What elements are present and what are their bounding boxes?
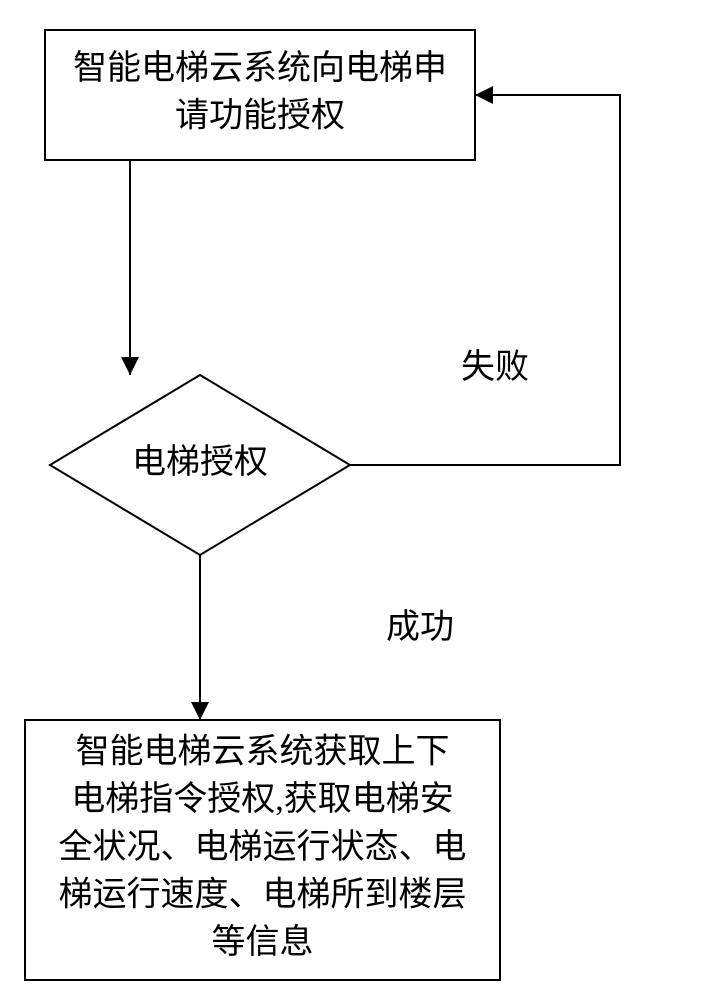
node-end_box-line-2: 全状况、电梯运行状态、电 [59,828,467,866]
node-decision-line-0: 电梯授权 [132,443,268,481]
node-end_box-line-4: 等信息 [212,923,314,961]
edge-e3 [350,95,620,465]
node-decision: 电梯授权 [50,375,350,555]
node-end_box-line-3: 梯运行速度、电梯所到楼层 [59,875,467,913]
node-end_box-line-1: 电梯指令授权,获取电梯安 [71,780,454,818]
node-start_box-line-0: 智能电梯云系统向电梯申 [73,49,447,87]
node-start_box: 智能电梯云系统向电梯申请功能授权 [45,30,475,160]
edge-label-e3: 失败 [461,348,529,386]
node-end_box: 智能电梯云系统获取上下电梯指令授权,获取电梯安全状况、电梯运行状态、电梯运行速度… [25,720,500,980]
edge-label-e2: 成功 [386,608,454,646]
flowchart-canvas: 智能电梯云系统向电梯申请功能授权电梯授权智能电梯云系统获取上下电梯指令授权,获取… [0,0,727,1000]
node-start_box-line-1: 请功能授权 [175,97,345,135]
node-end_box-line-0: 智能电梯云系统获取上下 [76,733,450,771]
